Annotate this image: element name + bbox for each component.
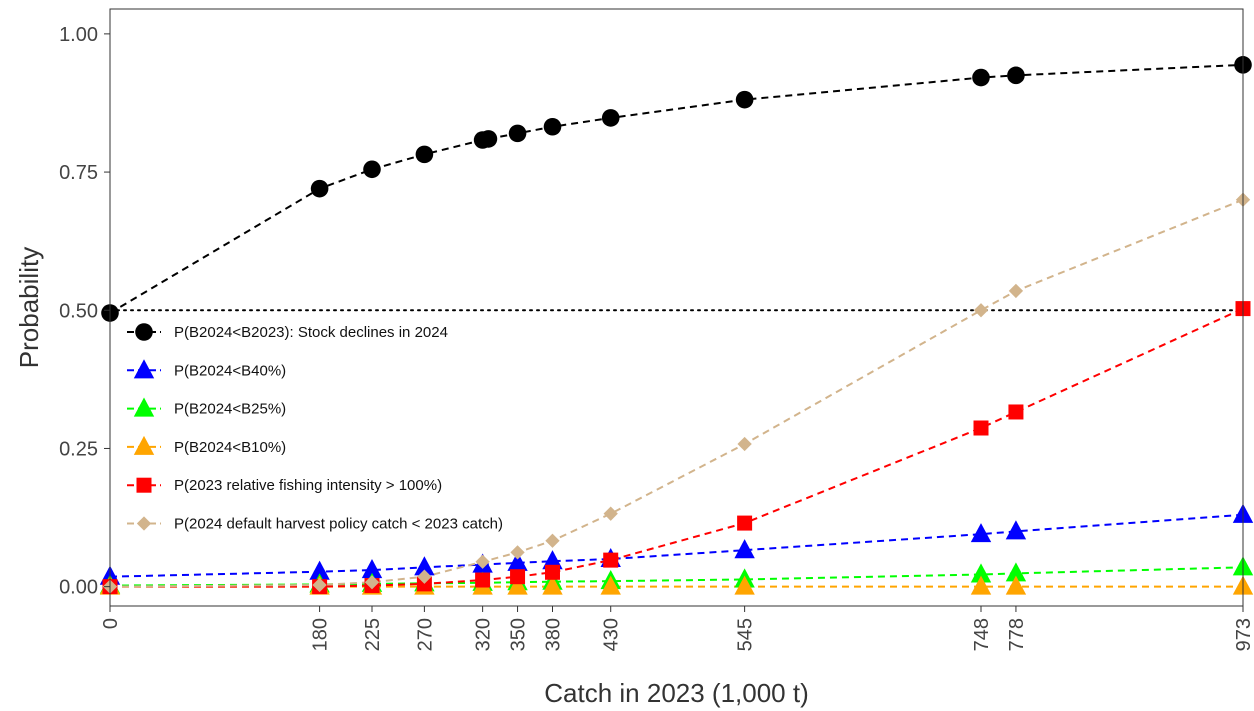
legend: P(B2024<B2023): Stock declines in 2024 P(… xyxy=(127,323,503,533)
data-point-series-0 xyxy=(508,124,527,143)
legend-key-marker xyxy=(133,435,155,455)
series-line-5 xyxy=(109,198,1244,588)
data-point-series-5 xyxy=(1008,283,1024,299)
data-point-series-3 xyxy=(1005,575,1027,595)
data-point-series-5 xyxy=(312,577,327,593)
data-point-series-1 xyxy=(1005,520,1027,540)
data-point-series-5 xyxy=(475,554,490,569)
data-point-series-0 xyxy=(479,130,498,148)
data-point-series-1 xyxy=(309,560,330,580)
legend-key-marker xyxy=(133,397,155,417)
axes-layer: 0.00 0.25 0.50 0.75 1.00 0 180 225 270 320 350 380 4… xyxy=(59,24,1254,652)
data-point-series-4 xyxy=(544,564,560,580)
legend-label: P(B2024<B40%) xyxy=(174,362,286,379)
y-tick-label: 0.50 xyxy=(59,300,98,322)
x-tick-label: 180 xyxy=(310,618,332,651)
data-point-series-0 xyxy=(310,179,329,198)
x-tick-label: 748 xyxy=(971,618,993,651)
x-tick-label: 350 xyxy=(508,618,530,651)
data-point-series-3 xyxy=(542,575,563,595)
data-point-series-4 xyxy=(416,576,432,592)
legend-key-marker xyxy=(135,323,153,341)
data-point-series-2 xyxy=(970,563,992,583)
data-point-series-1 xyxy=(507,551,528,571)
y-tick-label: 1.00 xyxy=(59,24,98,46)
data-point-series-5 xyxy=(510,545,525,560)
data-point-series-5 xyxy=(973,303,989,318)
data-point-series-3 xyxy=(734,575,755,595)
y-tick-label: 0.75 xyxy=(59,162,98,184)
data-point-series-4 xyxy=(475,572,491,588)
data-point-series-1 xyxy=(361,559,383,579)
data-point-series-3 xyxy=(970,575,992,595)
series-line-0 xyxy=(109,63,1244,314)
data-point-series-4 xyxy=(973,420,989,436)
data-point-series-5 xyxy=(603,506,618,521)
data-point-series-0 xyxy=(363,160,381,179)
legend-item: P(B2024<B25%) xyxy=(127,397,286,418)
legend-key-marker xyxy=(136,477,152,493)
legend-label: P(2023 relative fishing intensity > 100%… xyxy=(174,477,442,494)
legend-item: P(B2024<B10%) xyxy=(127,435,286,456)
legend-item: P(B2024<B2023): Stock declines in 2024 xyxy=(127,323,448,341)
y-tick-label: 0.00 xyxy=(59,577,98,599)
data-point-series-3 xyxy=(507,575,528,595)
legend-key-marker xyxy=(133,359,155,379)
data-point-series-0 xyxy=(601,109,620,127)
x-tick-label: 380 xyxy=(542,618,564,651)
plot-frame xyxy=(109,8,1244,607)
data-point-series-4 xyxy=(603,552,619,568)
data-point-series-1 xyxy=(542,550,563,570)
series-markers-layer xyxy=(99,56,1254,595)
data-point-series-5 xyxy=(545,533,560,548)
data-point-series-5 xyxy=(737,436,752,452)
series-line-2 xyxy=(109,566,1244,587)
x-tick-label: 0 xyxy=(100,618,122,629)
legend-label: P(B2024<B10%) xyxy=(174,439,286,456)
x-tick-label: 430 xyxy=(601,618,623,651)
legend-item: P(B2024<B40%) xyxy=(127,359,286,379)
data-point-series-0 xyxy=(1007,66,1025,85)
data-point-series-4 xyxy=(1008,404,1024,420)
x-tick-label: 320 xyxy=(473,618,495,651)
data-point-series-4 xyxy=(737,515,753,531)
data-point-series-5 xyxy=(364,575,380,590)
data-point-series-3 xyxy=(600,575,621,595)
legend-key-marker xyxy=(136,516,152,531)
data-point-series-0 xyxy=(543,117,562,136)
x-tick-label: 973 xyxy=(1233,618,1254,651)
data-point-series-5 xyxy=(417,569,432,584)
data-point-series-1 xyxy=(734,539,755,559)
x-tick-label: 545 xyxy=(735,618,757,651)
series-line-1 xyxy=(109,513,1244,578)
legend-item: P(2024 default harvest policy catch < 20… xyxy=(127,516,503,533)
x-axis-title: Catch in 2023 (1,000 t) xyxy=(544,678,809,708)
data-point-series-4 xyxy=(510,569,526,585)
y-tick-label: 0.25 xyxy=(59,438,98,460)
legend-label: P(B2024<B2023): Stock declines in 2024 xyxy=(174,324,448,341)
x-tick-label: 778 xyxy=(1006,618,1028,651)
data-point-series-1 xyxy=(970,523,992,543)
data-point-series-0 xyxy=(972,68,990,87)
legend-label: P(B2024<B25%) xyxy=(174,401,286,418)
x-tick-label: 225 xyxy=(362,618,384,651)
y-axis-title: Probability xyxy=(14,247,44,368)
data-point-series-2 xyxy=(1005,562,1027,582)
legend-label: P(2024 default harvest policy catch < 20… xyxy=(174,516,503,533)
legend-item: P(2023 relative fishing intensity > 100%… xyxy=(127,477,442,494)
data-point-series-0 xyxy=(415,145,434,164)
data-point-series-1 xyxy=(414,556,435,576)
data-point-series-0 xyxy=(735,90,754,109)
x-tick-label: 270 xyxy=(414,618,436,651)
